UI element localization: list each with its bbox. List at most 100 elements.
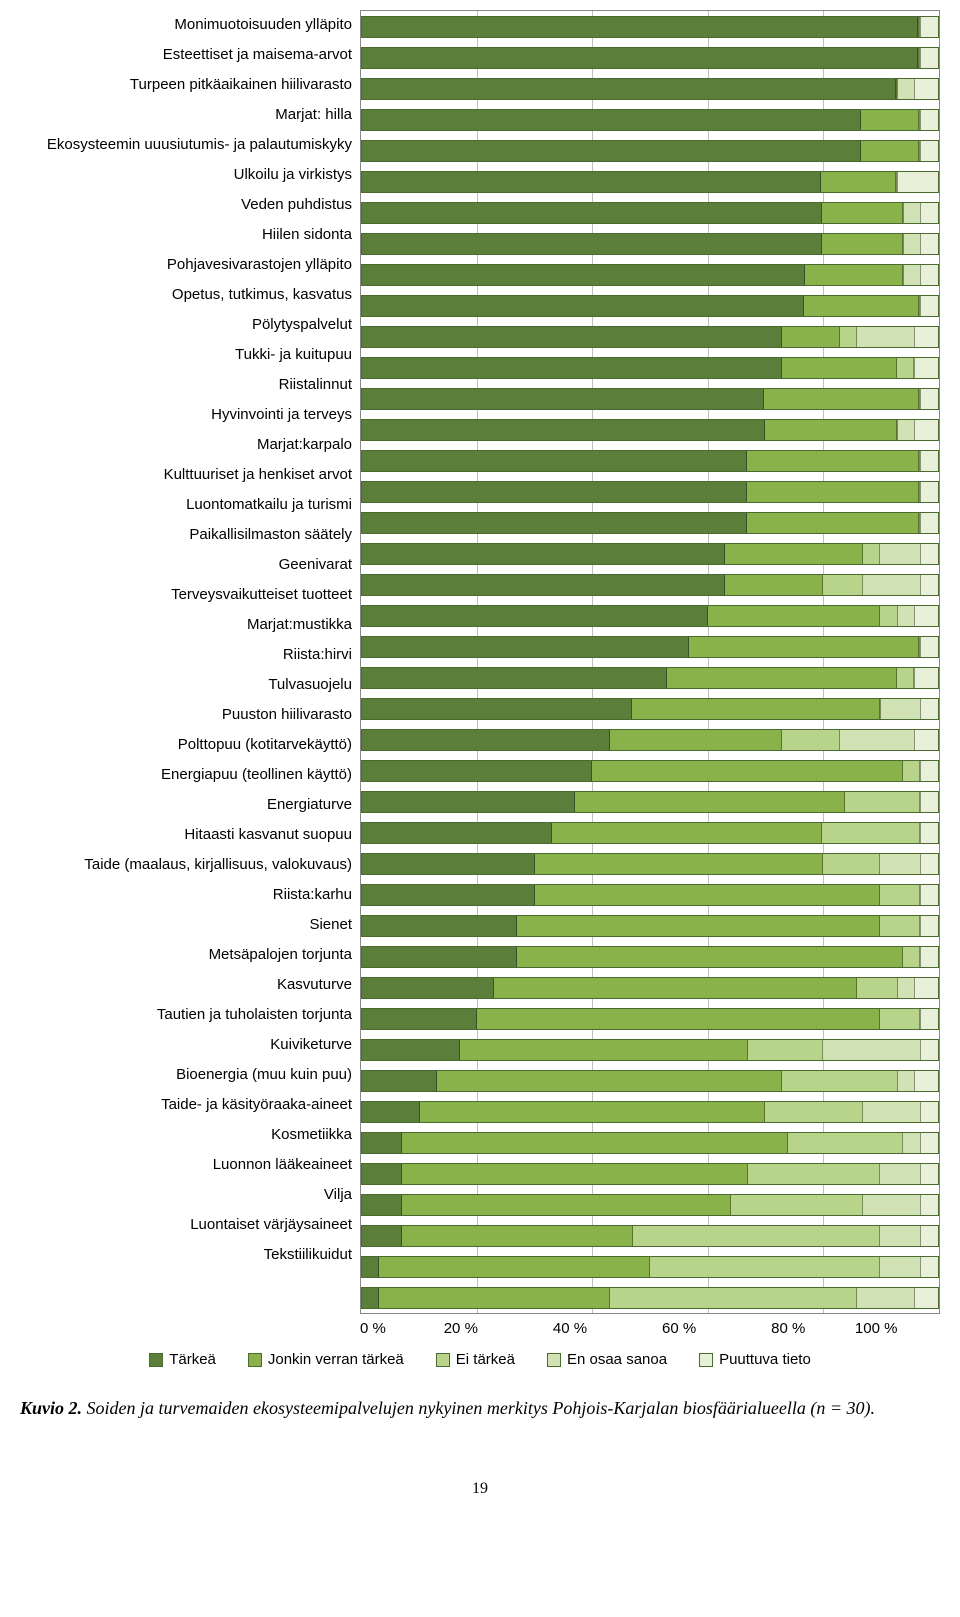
bar-row <box>361 724 939 755</box>
bar-segment-puuttuva <box>921 296 938 316</box>
bar-row <box>361 1003 939 1034</box>
bar <box>361 1039 939 1061</box>
bar-segment-jonkin <box>805 265 903 285</box>
bar-row <box>361 414 939 445</box>
category-label: Esteettiset ja maisema-arvot <box>20 40 360 70</box>
bar <box>361 450 939 472</box>
bar-segment-ei <box>782 730 840 750</box>
bar-segment-jonkin <box>821 172 896 192</box>
bar <box>361 202 939 224</box>
category-label: Tautien ja tuholaisten torjunta <box>20 1000 360 1030</box>
bar-segment-tarkeä <box>362 1195 402 1215</box>
bar-segment-puuttuva <box>915 420 938 440</box>
bar-row <box>361 1096 939 1127</box>
bar-segment-jonkin <box>402 1133 788 1153</box>
category-label: Taide- ja käsityöraaka-aineet <box>20 1090 360 1120</box>
bar-segment-tarkeä <box>362 575 725 595</box>
bar-segment-puuttuva <box>921 699 938 719</box>
bar-segment-puuttuva <box>921 854 938 874</box>
bar-segment-jonkin <box>402 1195 730 1215</box>
bar-segment-puuttuva <box>921 234 938 254</box>
bar-segment-puuttuva <box>921 544 938 564</box>
bar <box>361 357 939 379</box>
bar-segment-tarkeä <box>362 606 708 626</box>
bar-segment-ei <box>880 1009 920 1029</box>
bar-segment-jonkin <box>437 1071 783 1091</box>
bar-segment-enosaa <box>863 575 921 595</box>
bar-row <box>361 910 939 941</box>
bar-segment-puuttuva <box>915 327 938 347</box>
category-label: Puuston hiilivarasto <box>20 700 360 730</box>
bar-segment-jonkin <box>552 823 822 843</box>
bar-segment-tarkeä <box>362 296 804 316</box>
bar-segment-puuttuva <box>915 978 938 998</box>
bar-segment-jonkin <box>535 854 823 874</box>
bar-segment-jonkin <box>782 358 897 378</box>
bar-segment-tarkeä <box>362 141 861 161</box>
bar-segment-enosaa <box>840 730 915 750</box>
bar-segment-ei <box>765 1102 863 1122</box>
bar-segment-puuttuva <box>921 203 938 223</box>
bar-row <box>361 848 939 879</box>
legend-label: Tärkeä <box>169 1351 216 1368</box>
bar-segment-jonkin <box>379 1288 609 1308</box>
category-label: Ekosysteemin uuusiutumis- ja palautumisk… <box>20 130 360 160</box>
bar <box>361 1163 939 1185</box>
category-label: Hyvinvointi ja terveys <box>20 400 360 430</box>
category-label: Energiapuu (teollinen käyttö) <box>20 760 360 790</box>
bar-segment-puuttuva <box>921 389 938 409</box>
bar-segment-jonkin <box>460 1040 748 1060</box>
bar-segment-jonkin <box>379 1257 650 1277</box>
bar-segment-jonkin <box>420 1102 766 1122</box>
bar-segment-puuttuva <box>921 1164 938 1184</box>
bar-segment-jonkin <box>747 451 919 471</box>
bar <box>361 698 939 720</box>
stacked-bar-chart: Monimuotoisuuden ylläpitoEsteettiset ja … <box>20 10 940 1314</box>
category-label: Geenivarat <box>20 550 360 580</box>
bar <box>361 140 939 162</box>
x-axis-tick: 20 % <box>444 1320 478 1337</box>
bar-segment-jonkin <box>402 1164 748 1184</box>
bar <box>361 636 939 658</box>
bar-row <box>361 1034 939 1065</box>
bar-segment-puuttuva <box>921 916 938 936</box>
bar-row <box>361 631 939 662</box>
bar <box>361 543 939 565</box>
bar <box>361 822 939 844</box>
legend-label: Jonkin verran tärkeä <box>268 1351 404 1368</box>
category-label: Sienet <box>20 910 360 940</box>
category-label: Kasvuturve <box>20 970 360 1000</box>
bar-segment-tarkeä <box>362 1164 402 1184</box>
bar-row <box>361 1065 939 1096</box>
category-label: Luontomatkailu ja turismi <box>20 490 360 520</box>
bar-segment-ei <box>823 575 863 595</box>
x-axis-tick: 40 % <box>553 1320 587 1337</box>
bars-column <box>360 10 940 1314</box>
bar-segment-enosaa <box>898 1071 915 1091</box>
bar-row <box>361 445 939 476</box>
category-label: Luontaiset värjäysaineet <box>20 1210 360 1240</box>
bar <box>361 667 939 689</box>
bar <box>361 1070 939 1092</box>
category-label: Marjat:mustikka <box>20 610 360 640</box>
legend-label: Ei tärkeä <box>456 1351 515 1368</box>
category-label: Bioenergia (muu kuin puu) <box>20 1060 360 1090</box>
bar-segment-ei <box>897 668 914 688</box>
bar-segment-puuttuva <box>921 1040 938 1060</box>
bar-row <box>361 1282 939 1313</box>
bar-segment-jonkin <box>804 296 919 316</box>
bar <box>361 78 939 100</box>
bar-segment-jonkin <box>822 234 903 254</box>
bar-segment-tarkeä <box>362 389 764 409</box>
bar-segment-tarkeä <box>362 203 822 223</box>
bar-segment-enosaa <box>880 854 920 874</box>
bar-segment-tarkeä <box>362 668 667 688</box>
bar-segment-puuttuva <box>921 823 938 843</box>
bar-segment-enosaa <box>898 978 915 998</box>
bar-segment-tarkeä <box>362 513 747 533</box>
category-labels-column: Monimuotoisuuden ylläpitoEsteettiset ja … <box>20 10 360 1314</box>
bar-segment-enosaa <box>880 1257 920 1277</box>
bar-segment-ei <box>782 1071 897 1091</box>
bar-segment-ei <box>903 947 920 967</box>
bar-segment-puuttuva <box>921 792 938 812</box>
